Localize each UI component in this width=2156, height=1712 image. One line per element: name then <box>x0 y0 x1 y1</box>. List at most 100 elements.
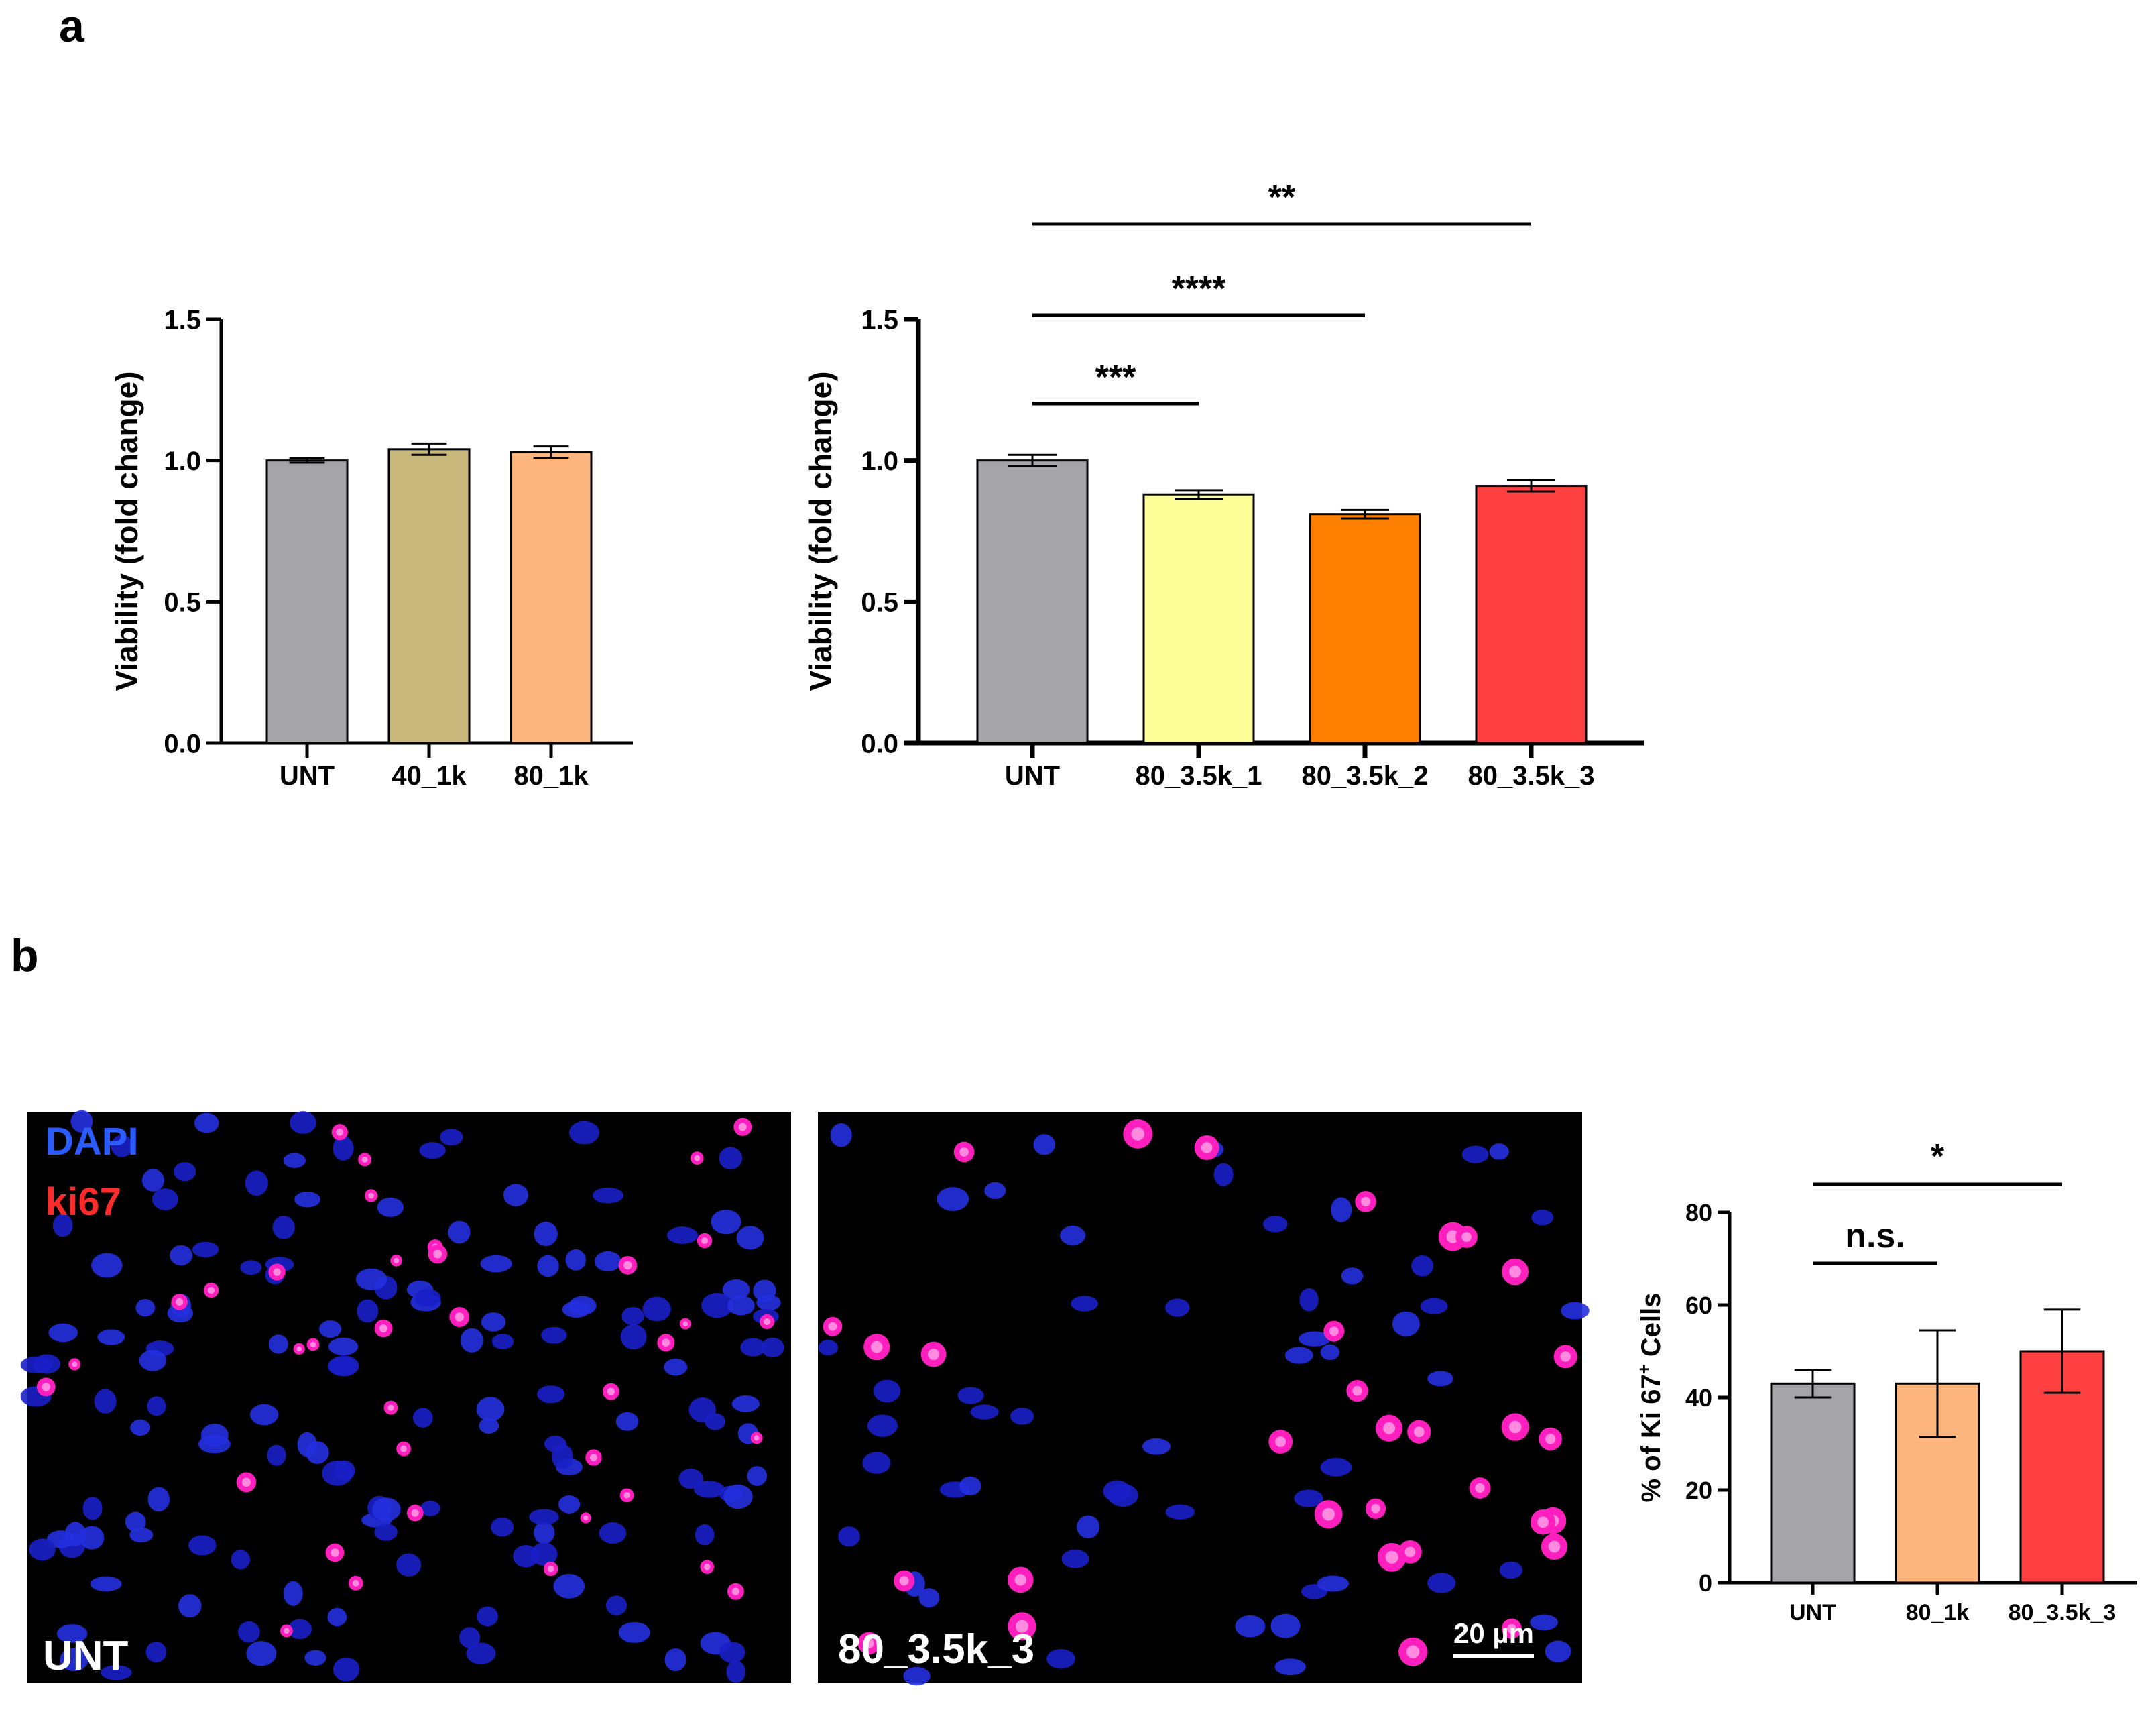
nucleus-dapi <box>101 1665 132 1680</box>
nucleus-ki67-core <box>368 1192 374 1199</box>
nucleus-dapi <box>1270 1613 1301 1638</box>
nucleus-dapi <box>722 1279 750 1300</box>
nucleus-dapi <box>693 1481 725 1498</box>
nucleus-dapi <box>642 1296 671 1322</box>
nucleus-dapi <box>719 1147 743 1170</box>
nucleus-dapi <box>719 1642 745 1663</box>
nucleus-dapi <box>1420 1298 1448 1314</box>
nucleus-dapi <box>937 1187 969 1211</box>
nucleus-ki67-core <box>1016 1619 1028 1633</box>
nucleus-dapi <box>957 1387 984 1404</box>
bar <box>1475 485 1588 744</box>
nucleus-dapi <box>440 1129 463 1146</box>
nucleus-ki67-core <box>1014 1574 1026 1586</box>
nucleus-dapi <box>1299 1288 1319 1312</box>
nucleus-dapi <box>491 1334 514 1349</box>
nucleus-ki67-core <box>361 1156 368 1163</box>
nucleus-ki67-core <box>394 1257 400 1263</box>
nucleus-dapi <box>481 1312 506 1332</box>
nucleus-dapi <box>288 1619 312 1640</box>
nucleus-dapi <box>94 1389 117 1414</box>
nucleus-dapi <box>1046 1649 1075 1669</box>
nucleus-dapi <box>327 1607 347 1627</box>
nucleus-dapi <box>130 1419 151 1436</box>
nucleus-ki67-core <box>701 1237 709 1245</box>
nucleus-dapi <box>1060 1225 1086 1245</box>
nucleus-ki67-core <box>547 1565 554 1573</box>
y-tick-label: 0.0 <box>164 729 201 758</box>
nucleus-dapi <box>396 1553 422 1577</box>
nucleus-ki67-core <box>1508 1420 1522 1434</box>
nucleus-dapi <box>246 1641 277 1666</box>
nucleus-dapi <box>537 1385 565 1404</box>
nucleus-dapi <box>723 1484 753 1509</box>
nucleus-dapi <box>334 1460 355 1481</box>
nucleus-dapi <box>1071 1296 1098 1312</box>
nucleus-dapi <box>1530 1614 1559 1631</box>
bar <box>510 451 593 744</box>
nucleus-dapi <box>711 1209 741 1235</box>
nucleus-dapi <box>1077 1515 1100 1538</box>
nucleus-dapi <box>620 1324 647 1350</box>
nucleus-dapi <box>1213 1163 1234 1186</box>
nucleus-ki67-core <box>1475 1483 1485 1493</box>
nucleus-dapi <box>79 1526 105 1550</box>
nucleus-dapi <box>1142 1438 1171 1455</box>
bar <box>1770 1382 1856 1584</box>
nucleus-ki67-core <box>400 1445 407 1452</box>
nucleus-ki67-core <box>731 1587 740 1595</box>
nucleus-dapi <box>530 1542 558 1566</box>
nucleus-ki67-core <box>296 1346 302 1352</box>
nucleus-dapi <box>198 1434 231 1454</box>
nucleus-dapi <box>29 1538 56 1561</box>
nucleus-dapi <box>272 1215 295 1239</box>
nucleus-dapi <box>918 1588 940 1608</box>
y-axis-title: Viability (fold change) <box>109 371 144 691</box>
viability-chart-small-doses: 0.0 0.5 1.0 1.5 UNT 40_1k 80_1k Viability (fold… <box>109 305 633 791</box>
nucleus-dapi <box>558 1495 581 1514</box>
channel-label-ki67: ki67 <box>46 1180 121 1224</box>
panel-b-letter: b <box>11 930 39 981</box>
nucleus-dapi <box>319 1320 342 1338</box>
bar <box>265 459 349 744</box>
nucleus-dapi <box>1033 1134 1056 1155</box>
nucleus-dapi <box>70 1110 93 1133</box>
nucleus-ki67-core <box>623 1492 630 1499</box>
nucleus-dapi <box>1061 1549 1089 1568</box>
nucleus-dapi <box>290 1111 316 1134</box>
viability-chart-high-doses: 0.0 0.5 1.0 1.5 UNT 80_3.5k_1 80_3.5k_2 80_3.5k… <box>803 178 1644 791</box>
nucleus-ki67-core <box>1275 1436 1286 1448</box>
nucleus-dapi <box>129 1527 154 1543</box>
nucleus-dapi <box>1165 1504 1195 1520</box>
nucleus-ki67-core <box>870 1340 883 1353</box>
nucleus-dapi <box>480 1255 512 1273</box>
y-axis-title: Viability (fold change) <box>803 371 838 691</box>
nucleus-ki67-core <box>1509 1265 1522 1278</box>
nucleus-ki67-core <box>1545 1434 1556 1444</box>
nucleus-dapi <box>333 1657 360 1682</box>
nucleus-dapi <box>374 1523 398 1541</box>
nucleus-ki67-core <box>704 1563 711 1571</box>
nucleus-dapi <box>503 1184 528 1206</box>
nucleus-dapi <box>194 1112 219 1133</box>
nucleus-dapi <box>141 1169 164 1192</box>
nucleus-dapi <box>753 1279 776 1302</box>
nucleus-dapi <box>64 1522 86 1546</box>
nucleus-dapi <box>328 1337 359 1356</box>
nucleus-dapi <box>695 1524 715 1546</box>
nucleus-ki67-core <box>331 1548 339 1557</box>
nucleus-ki67-core <box>352 1579 359 1587</box>
nucleus-ki67-core <box>387 1404 394 1411</box>
nucleus-dapi <box>903 1666 931 1686</box>
nucleus-dapi <box>377 1197 404 1217</box>
panel-a-letter: a <box>59 1 85 52</box>
nucleus-dapi <box>267 1444 286 1466</box>
nuclei-layer <box>818 1119 1590 1686</box>
y-tick-label: 60 <box>1685 1292 1712 1319</box>
nucleus-dapi <box>1331 1197 1352 1222</box>
nucleus-dapi <box>178 1594 202 1618</box>
nucleus-dapi <box>304 1650 326 1666</box>
nucleus-dapi <box>818 1339 839 1356</box>
nucleus-dapi <box>1461 1145 1489 1163</box>
nucleus-dapi <box>1531 1209 1554 1226</box>
